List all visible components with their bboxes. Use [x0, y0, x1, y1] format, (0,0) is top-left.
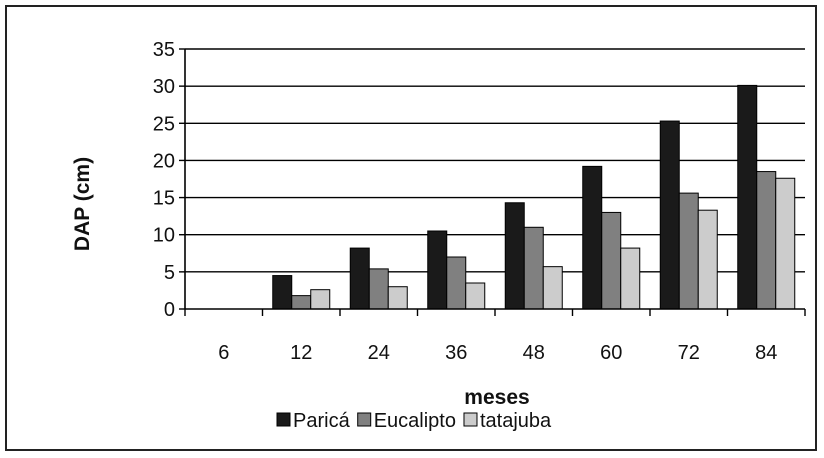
- bar-eucalipto-60: [601, 211, 622, 310]
- legend-label-paricá: Paricá: [293, 410, 351, 432]
- y-tick-label: 0: [164, 299, 175, 321]
- bar-eucalipto-72: [678, 192, 699, 310]
- legend-swatch-paricá: [276, 412, 291, 427]
- bar-paricá-36: [427, 230, 448, 310]
- x-tick-label: 24: [368, 342, 390, 364]
- bar-tatajuba-60: [620, 247, 641, 310]
- legend: Paricá Eucalipto tatajuba: [276, 410, 552, 432]
- bar-eucalipto-24: [368, 268, 389, 310]
- x-tick-label: 12: [290, 342, 312, 364]
- legend-swatch-tatajuba: [463, 412, 478, 427]
- y-tick-label: 35: [153, 39, 175, 61]
- x-tick-label: 6: [218, 342, 229, 364]
- bar-paricá-60: [582, 165, 603, 310]
- y-tick-label: 15: [153, 188, 175, 210]
- y-axis-label: DAP (cm): [71, 157, 94, 251]
- y-tick-label: 25: [153, 113, 175, 135]
- bar-paricá-12: [272, 275, 293, 310]
- bar-tatajuba-24: [387, 286, 408, 310]
- x-axis-label: meses: [464, 386, 529, 409]
- bar-paricá-24: [349, 247, 370, 310]
- legend-label-eucalipto: Eucalipto: [374, 410, 456, 432]
- bar-eucalipto-48: [523, 226, 544, 310]
- bar-paricá-48: [504, 202, 525, 310]
- bar-tatajuba-48: [542, 266, 563, 310]
- y-tick-label: 20: [153, 150, 175, 172]
- bar-paricá-84: [737, 84, 758, 310]
- chart-frame: 0 5 10 15 20 25 30 35 6 12 24 36 48 60 72 84 DAP (cm) m…: [5, 5, 817, 451]
- y-tick-label: 30: [153, 76, 175, 98]
- x-tick-label: 84: [755, 342, 777, 364]
- legend-label-tatajuba: tatajuba: [480, 410, 552, 432]
- y-tick-label: 10: [153, 225, 175, 247]
- bar-chart: 0 5 10 15 20 25 30 35 6 12 24 36 48 60 72 84 DAP (cm) m…: [71, 39, 806, 432]
- bar-tatajuba-72: [697, 209, 718, 310]
- x-tick-label: 60: [600, 342, 622, 364]
- x-tick-label: 72: [678, 342, 700, 364]
- legend-swatch-eucalipto: [357, 412, 372, 427]
- x-tick-label: 48: [523, 342, 545, 364]
- x-tick-label: 36: [445, 342, 467, 364]
- bar-eucalipto-84: [756, 171, 777, 310]
- y-tick-label: 5: [164, 262, 175, 284]
- bar-paricá-72: [659, 120, 680, 310]
- bar-eucalipto-36: [446, 256, 467, 310]
- bar-tatajuba-36: [465, 282, 486, 310]
- bar-eucalipto-12: [291, 295, 312, 310]
- bar-tatajuba-12: [310, 289, 331, 310]
- bar-tatajuba-84: [775, 177, 796, 310]
